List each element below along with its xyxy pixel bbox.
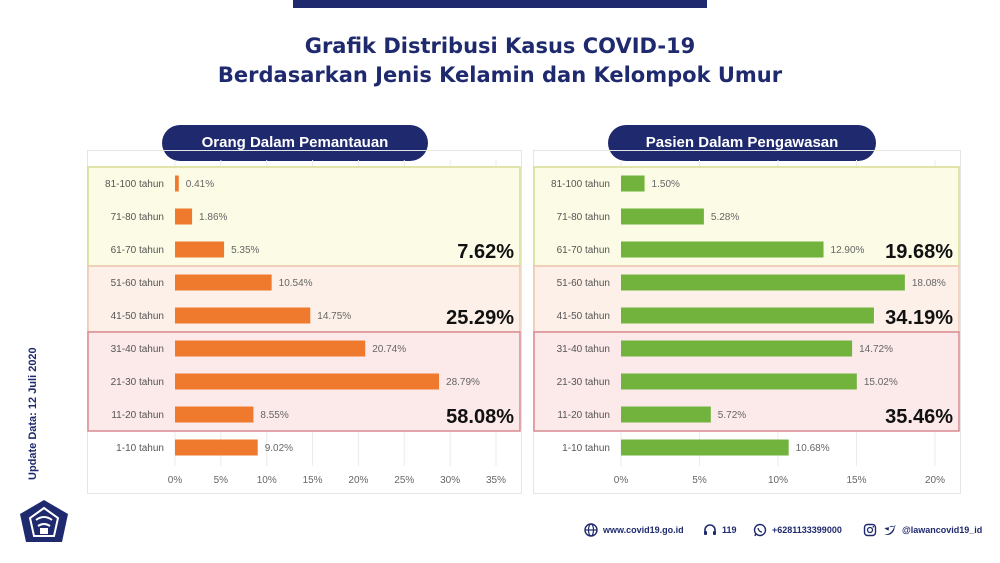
odp-bar (175, 307, 311, 324)
pdp-chart-title: Pasien Dalam Pengawasan (608, 125, 876, 161)
pdp-value-label: 18.08% (912, 278, 946, 289)
odp-x-tick-label: 20% (348, 475, 368, 486)
odp-bar (175, 340, 366, 357)
odp-group-total-label: 7.62% (457, 241, 514, 263)
odp-bar (175, 208, 193, 225)
website-text: www.covid19.go.id (603, 525, 684, 535)
odp-x-tick-label: 30% (440, 475, 460, 486)
odp-bar (175, 175, 179, 192)
pdp-bar (621, 406, 711, 423)
odp-category-label: 51-60 tahun (111, 278, 164, 289)
pdp-x-tick-label: 20% (925, 475, 945, 486)
whatsapp-text: +6281133399000 (772, 525, 842, 535)
pdp-category-label: 31-40 tahun (557, 344, 610, 355)
odp-value-label: 8.55% (260, 410, 288, 421)
footer-whatsapp: +6281133399000 (752, 520, 842, 540)
pdp-x-tick-label: 10% (768, 475, 788, 486)
pdp-value-label: 1.50% (652, 179, 680, 190)
pdp-category-label: 71-80 tahun (557, 212, 610, 223)
odp-value-label: 20.74% (372, 344, 406, 355)
pdp-category-label: 1-10 tahun (562, 443, 610, 454)
pdp-value-label: 14.72% (859, 344, 893, 355)
odp-group-total-label: 58.08% (446, 406, 514, 428)
odp-bar (175, 439, 258, 456)
pdp-bar (621, 307, 874, 324)
update-date-label: Update Data: 12 Juli 2020 (27, 347, 39, 480)
odp-category-label: 21-30 tahun (111, 377, 164, 388)
odp-value-label: 5.35% (231, 245, 259, 256)
top-banner-bar (293, 0, 707, 8)
odp-bar (175, 241, 225, 258)
odp-value-label: 0.41% (186, 179, 214, 190)
pdp-bar (621, 439, 789, 456)
odp-x-tick-label: 0% (168, 475, 183, 486)
footer-hotline: 119 (702, 520, 737, 540)
odp-value-label: 9.02% (265, 443, 293, 454)
odp-bar-chart: 0% 5% 10% 15% 20% 25% 30% 35% 81-100 tahun 0.41% 7… (87, 150, 522, 494)
odp-value-label: 14.75% (317, 311, 351, 322)
pdp-group-total-label: 34.19% (885, 307, 953, 329)
odp-x-tick-label: 35% (486, 475, 506, 486)
odp-value-label: 1.86% (199, 212, 227, 223)
pdp-bar (621, 274, 905, 291)
pdp-value-label: 10.68% (796, 443, 830, 454)
pdp-category-label: 61-70 tahun (557, 245, 610, 256)
odp-value-label: 10.54% (279, 278, 313, 289)
odp-group-total-label: 25.29% (446, 307, 514, 329)
social-text: @lawancovid19_id (902, 525, 983, 535)
pdp-group-total-label: 35.46% (885, 406, 953, 428)
pdp-x-tick-label: 15% (846, 475, 866, 486)
pdp-value-label: 15.02% (864, 377, 898, 388)
headset-icon (702, 523, 717, 538)
pdp-x-tick-label: 5% (692, 475, 707, 486)
odp-bar (175, 274, 272, 291)
pdp-category-label: 41-50 tahun (557, 311, 610, 322)
odp-category-label: 71-80 tahun (111, 212, 164, 223)
pdp-x-tick-label: 0% (614, 475, 629, 486)
whatsapp-icon (752, 523, 767, 538)
page-title-line-1: Grafik Distribusi Kasus COVID-19 (304, 34, 696, 58)
footer-website: www.covid19.go.id (583, 520, 684, 540)
pdp-category-label: 81-100 tahun (551, 179, 610, 190)
odp-chart-title: Orang Dalam Pemantauan (162, 125, 428, 161)
odp-category-label: 11-20 tahun (111, 410, 164, 421)
globe-icon (583, 523, 598, 538)
odp-category-label: 31-40 tahun (111, 344, 164, 355)
garuda-emblem-icon (20, 500, 68, 542)
pdp-group-total-label: 19.68% (885, 241, 953, 263)
pdp-bar (621, 241, 824, 258)
odp-value-label: 28.79% (446, 377, 480, 388)
pdp-bar (621, 208, 704, 225)
odp-x-tick-label: 10% (257, 475, 277, 486)
pdp-category-label: 51-60 tahun (557, 278, 610, 289)
pdp-value-label: 5.28% (711, 212, 739, 223)
twitter-icon (882, 523, 897, 538)
pdp-value-label: 5.72% (718, 410, 746, 421)
page-title-line-2: Berdasarkan Jenis Kelamin dan Kelompok U… (217, 63, 783, 87)
odp-x-tick-label: 5% (214, 475, 229, 486)
pdp-category-label: 11-20 tahun (557, 410, 610, 421)
pdp-bar (621, 340, 853, 357)
pdp-bar-chart: 0% 5% 10% 15% 20% 81-100 tahun 1.50% 71-80 tahu… (533, 150, 961, 494)
odp-x-tick-label: 25% (394, 475, 414, 486)
pdp-category-label: 21-30 tahun (557, 377, 610, 388)
pdp-value-label: 12.90% (831, 245, 865, 256)
odp-category-label: 61-70 tahun (111, 245, 164, 256)
hotline-text: 119 (722, 525, 737, 535)
odp-category-label: 81-100 tahun (105, 179, 164, 190)
odp-x-tick-label: 15% (303, 475, 323, 486)
odp-category-label: 41-50 tahun (111, 311, 164, 322)
footer-social: @lawancovid19_id (862, 520, 982, 540)
odp-bar (175, 373, 440, 390)
odp-bar (175, 406, 254, 423)
odp-category-label: 1-10 tahun (116, 443, 164, 454)
pdp-bar (621, 373, 857, 390)
pdp-bar (621, 175, 645, 192)
instagram-icon (862, 523, 877, 538)
